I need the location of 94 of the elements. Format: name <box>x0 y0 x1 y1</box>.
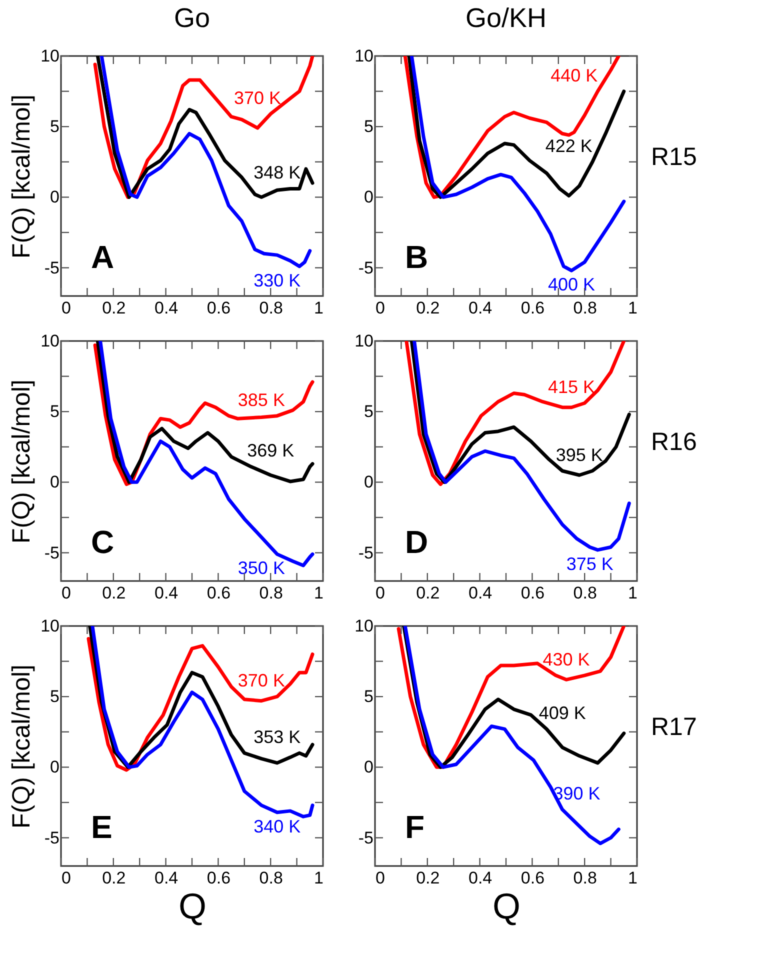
x-tick-label: 0 <box>376 298 385 318</box>
y-tick-label: 5 <box>50 687 60 706</box>
line-series <box>403 626 620 846</box>
y-tick-label: 5 <box>50 117 60 136</box>
x-tick-label: 0.6 <box>206 298 231 318</box>
series-label: 353 K <box>254 727 301 748</box>
y-tick-label: 0 <box>50 472 60 492</box>
series-label: 409 K <box>538 703 586 724</box>
y-tick-label: 0 <box>364 188 374 207</box>
y-tick-label: -5 <box>44 258 60 278</box>
x-tick-label: 0.4 <box>468 298 492 318</box>
x-tick-label: 0.8 <box>259 584 283 602</box>
y-tick-label: 0 <box>50 188 60 207</box>
y-tick-label: -5 <box>358 828 374 848</box>
annotation: C <box>91 524 114 560</box>
y-tick-label: 0 <box>364 758 374 777</box>
series-label: 369 K <box>247 440 294 461</box>
annotation: F <box>405 809 425 845</box>
series-label: 395 K <box>556 444 603 465</box>
series-label: 375 K <box>566 554 614 574</box>
x-tick-label: 0.4 <box>154 584 178 602</box>
x-tick-label: 1 <box>628 298 638 318</box>
annotation: E <box>91 809 112 845</box>
annotation: D <box>405 524 428 560</box>
series-label: 370 K <box>238 670 285 691</box>
y2-axis-title: R16 <box>651 428 697 456</box>
y-tick-label: 10 <box>40 332 60 350</box>
y-tick-label: -5 <box>44 828 60 848</box>
x-tick-label: 0.8 <box>259 868 283 888</box>
x-tick-label: 0 <box>62 584 71 602</box>
x-tick-label: 1 <box>628 584 638 602</box>
x-tick-label: 0.8 <box>573 298 597 318</box>
y2-axis-title: R17 <box>651 712 697 741</box>
x-tick-label: 0.2 <box>416 868 440 888</box>
series-label: 440 K <box>550 65 598 86</box>
annotation: B <box>405 239 428 275</box>
series-label: 385 K <box>238 390 285 410</box>
x-tick-label: 0.2 <box>102 584 126 602</box>
x-axis-title: Q <box>492 886 521 926</box>
series-label: 430 K <box>542 649 590 670</box>
x-tick-label: 0 <box>376 868 385 888</box>
y-tick-label: -5 <box>44 543 60 562</box>
series-label: 415 K <box>548 377 596 398</box>
x-tick-label: 0.2 <box>102 298 126 318</box>
x-axis-title: Q <box>178 886 207 926</box>
series-label: 350 K <box>238 558 285 578</box>
x-tick-label: 0.4 <box>154 298 178 318</box>
series-label: 348 K <box>254 162 301 183</box>
chart-title: Go/KH <box>465 3 547 33</box>
x-tick-label: 0.6 <box>520 298 545 318</box>
x-tick-label: 1 <box>314 298 324 318</box>
y-axis-title: F(Q) [kcal/mol] <box>8 94 36 258</box>
y-tick-label: 5 <box>364 687 374 706</box>
y-tick-label: 10 <box>354 46 374 66</box>
x-tick-label: 0.6 <box>520 868 545 888</box>
x-tick-label: 0.6 <box>206 868 231 888</box>
x-tick-label: 0.4 <box>468 584 492 602</box>
series-label: 340 K <box>254 816 301 836</box>
x-tick-label: 0 <box>62 868 71 888</box>
x-tick-label: 0.2 <box>416 298 440 318</box>
x-tick-label: 1 <box>628 868 638 888</box>
x-tick-label: 0.8 <box>573 868 597 888</box>
x-tick-label: 0.6 <box>520 584 545 602</box>
y-tick-label: 0 <box>50 758 60 777</box>
x-tick-label: 0.4 <box>468 868 492 888</box>
y-tick-label: 10 <box>354 616 374 636</box>
y2-axis-title: R15 <box>651 142 697 171</box>
series-label: 400 K <box>548 274 596 295</box>
y-tick-label: 5 <box>364 117 374 136</box>
y-tick-label: 10 <box>40 616 60 636</box>
y-axis-title: F(Q) [kcal/mol] <box>8 664 36 828</box>
x-tick-label: 0 <box>376 584 385 602</box>
x-tick-label: 0.8 <box>573 584 597 602</box>
x-tick-label: 0.2 <box>102 868 126 888</box>
series-label: 422 K <box>545 136 592 156</box>
annotation: A <box>91 239 114 275</box>
x-tick-label: 1 <box>314 868 324 888</box>
y-tick-label: 5 <box>364 402 374 422</box>
series-label: 370 K <box>234 88 282 108</box>
x-tick-label: 0 <box>62 298 71 318</box>
y-axis-title: F(Q) [kcal/mol] <box>8 380 36 544</box>
y-tick-label: 5 <box>50 402 60 422</box>
x-tick-label: 1 <box>314 584 324 602</box>
y-tick-label: 10 <box>40 46 60 66</box>
x-tick-label: 0.8 <box>259 298 283 318</box>
chart-title: Go <box>174 3 210 33</box>
y-tick-label: -5 <box>358 258 374 278</box>
y-tick-label: -5 <box>358 543 374 562</box>
series-label: 330 K <box>254 270 301 290</box>
x-tick-label: 0.4 <box>154 868 178 888</box>
y-tick-label: 10 <box>354 332 374 350</box>
x-tick-label: 0.2 <box>416 584 440 602</box>
y-tick-label: 0 <box>364 472 374 492</box>
x-tick-label: 0.6 <box>206 584 231 602</box>
